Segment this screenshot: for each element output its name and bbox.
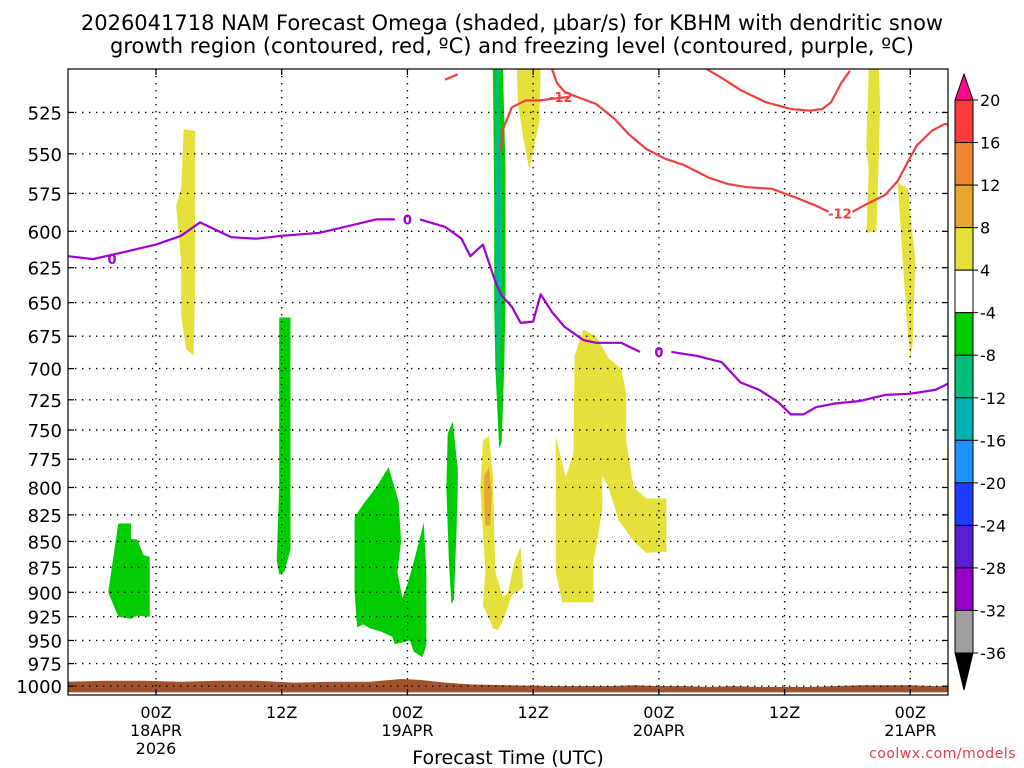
y-tick-label-600: 600 <box>28 222 62 243</box>
freezing-level-contour-8 <box>671 350 948 416</box>
omega-region-3 <box>354 467 427 658</box>
dgz-contour-4 <box>851 123 948 213</box>
freezing-level-contour-6 <box>68 218 395 261</box>
colorbar-label-8: -12 <box>980 389 1006 408</box>
colorbar-under-arrow <box>954 652 974 691</box>
x-tick-label-60-1: 00Z <box>895 703 926 722</box>
x-tick-label-0-3: 2026 <box>136 739 177 758</box>
y-tick-label-800: 800 <box>28 478 62 499</box>
omega-region-14 <box>897 182 916 359</box>
omega-region-10 <box>484 467 492 526</box>
omega-region-1 <box>108 523 150 619</box>
dgz-contour-2 <box>499 95 569 151</box>
freezing-label-7: 0 <box>403 213 412 228</box>
omega-region-11 <box>516 69 541 170</box>
x-tick-label-0-1: 00Z <box>140 703 171 722</box>
dgz-label-2: -12 <box>549 91 573 106</box>
colorbar-swatch-8 <box>954 397 974 441</box>
colorbar-label-10: -20 <box>980 474 1006 493</box>
dgz-contour-5 <box>706 69 851 112</box>
y-tick-label-675: 675 <box>28 327 62 348</box>
colorbar-label-2: 16 <box>980 134 1000 153</box>
plot-frame <box>67 68 949 696</box>
omega-region-2 <box>276 317 291 575</box>
colorbar-label-12: -28 <box>980 559 1006 578</box>
colorbar-label-7: -8 <box>980 346 996 365</box>
colorbar-label-6: -4 <box>980 304 996 323</box>
x-tick-label-20-1: 00Z <box>392 703 423 722</box>
dgz-contour-1 <box>444 73 459 81</box>
y-tick-label-650: 650 <box>28 294 62 315</box>
omega-region-7 <box>496 137 501 303</box>
terrain-fill <box>68 679 948 693</box>
y-tick-label-900: 900 <box>28 583 62 604</box>
freezing-label-8: 0 <box>654 346 663 361</box>
colorbar-swatch-13 <box>954 609 974 654</box>
y-tick-label-1000: 1000 <box>16 677 62 698</box>
colorbar-label-9: -16 <box>980 431 1006 450</box>
colorbar-label-11: -24 <box>980 516 1006 535</box>
colorbar-swatch-11 <box>954 524 974 569</box>
colorbar-over-arrow <box>954 72 974 101</box>
x-tick-label-10-1: 12Z <box>266 703 297 722</box>
y-tick-label-850: 850 <box>28 532 62 553</box>
x-axis-title: Forecast Time (UTC) <box>412 747 603 768</box>
colorbar-label-13: -32 <box>980 601 1006 620</box>
colorbar-label-4: 8 <box>980 219 990 238</box>
dgz-contour-3 <box>550 69 830 213</box>
colorbar-swatch-7 <box>954 354 974 399</box>
y-tick-label-525: 525 <box>28 103 62 124</box>
x-tick-label-0-2: 18APR <box>130 721 182 740</box>
x-tick-label-40-1: 00Z <box>643 703 674 722</box>
y-tick-label-575: 575 <box>28 184 62 205</box>
y-tick-label-700: 700 <box>28 360 62 381</box>
colorbar-swatch-6 <box>954 312 974 356</box>
x-tick-label-60-2: 21APR <box>884 721 936 740</box>
colorbar-swatch-2 <box>954 142 974 186</box>
y-tick-label-975: 975 <box>28 655 62 676</box>
chart-title-line-2: growth region (contoured, red, ºC) and f… <box>110 34 914 58</box>
colorbar-label-14: -36 <box>980 644 1006 663</box>
colorbar-swatch-10 <box>954 482 974 526</box>
y-tick-label-950: 950 <box>28 631 62 652</box>
colorbar-label-1: 20 <box>980 91 1000 110</box>
colorbar-swatch-5 <box>954 269 974 314</box>
y-tick-label-550: 550 <box>28 145 62 166</box>
freezing-level-contour-7 <box>419 218 641 353</box>
colorbar-swatch-1 <box>954 99 974 144</box>
colorbar-swatch-9 <box>954 439 974 484</box>
x-tick-label-20-2: 19APR <box>381 721 433 740</box>
colorbar-swatch-4 <box>954 227 974 271</box>
y-tick-label-625: 625 <box>28 259 62 280</box>
y-tick-label-925: 925 <box>28 608 62 629</box>
omega-region-13 <box>866 69 881 233</box>
chart-title-line-1: 2026041718 NAM Forecast Omega (shaded, μ… <box>81 11 943 35</box>
colorbar-label-3: 12 <box>980 176 1000 195</box>
x-tick-label-40-2: 20APR <box>633 721 685 740</box>
dgz-label-1: -12 <box>144 0 168 4</box>
x-tick-label-50-1: 12Z <box>769 703 800 722</box>
y-tick-label-750: 750 <box>28 421 62 442</box>
y-tick-label-775: 775 <box>28 450 62 471</box>
omega-region-8 <box>176 129 195 356</box>
dgz-label-4: -12 <box>828 207 852 222</box>
colorbar-swatch-12 <box>954 567 974 611</box>
x-tick-label-30-1: 12Z <box>517 703 548 722</box>
omega-region-9 <box>480 435 524 631</box>
freezing-label-6: 0 <box>107 253 116 268</box>
omega-region-12 <box>555 329 667 603</box>
source-credit: coolwx.com/models <box>869 746 1016 762</box>
omega-region-4 <box>446 421 458 605</box>
y-tick-label-725: 725 <box>28 391 62 412</box>
y-tick-label-825: 825 <box>28 506 62 527</box>
colorbar-label-5: 4 <box>980 261 990 280</box>
colorbar-swatch-3 <box>954 184 974 229</box>
y-tick-label-875: 875 <box>28 558 62 579</box>
